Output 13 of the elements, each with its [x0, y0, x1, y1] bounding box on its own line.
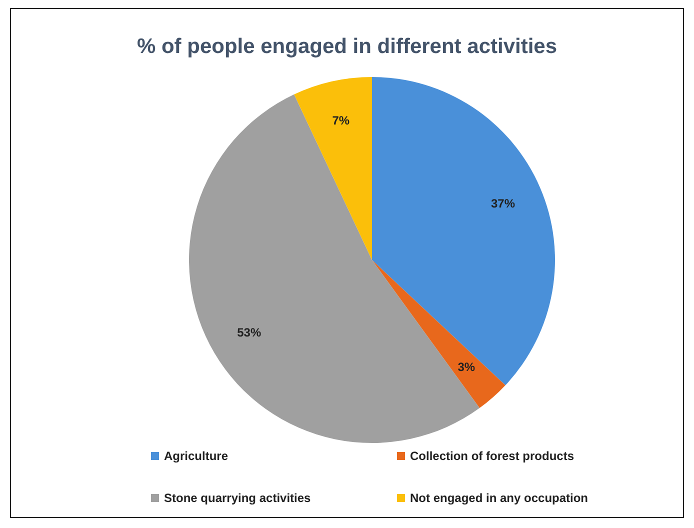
- legend-label: Stone quarrying activities: [164, 491, 311, 505]
- data-label: 7%: [332, 114, 350, 128]
- data-label: 37%: [490, 196, 516, 210]
- data-label: 53%: [237, 326, 262, 340]
- legend-label: Agriculture: [164, 449, 228, 463]
- legend-label: Not engaged in any occupation: [410, 491, 588, 505]
- pie-slice: [294, 77, 372, 260]
- data-label: 3%: [458, 360, 476, 374]
- chart-title: % of people engaged in different activities: [136, 35, 558, 59]
- pie-slice: [372, 77, 555, 386]
- legend-label: Collection of forest products: [410, 449, 574, 463]
- pie-slice: [189, 94, 480, 443]
- pie-slice: [372, 260, 506, 408]
